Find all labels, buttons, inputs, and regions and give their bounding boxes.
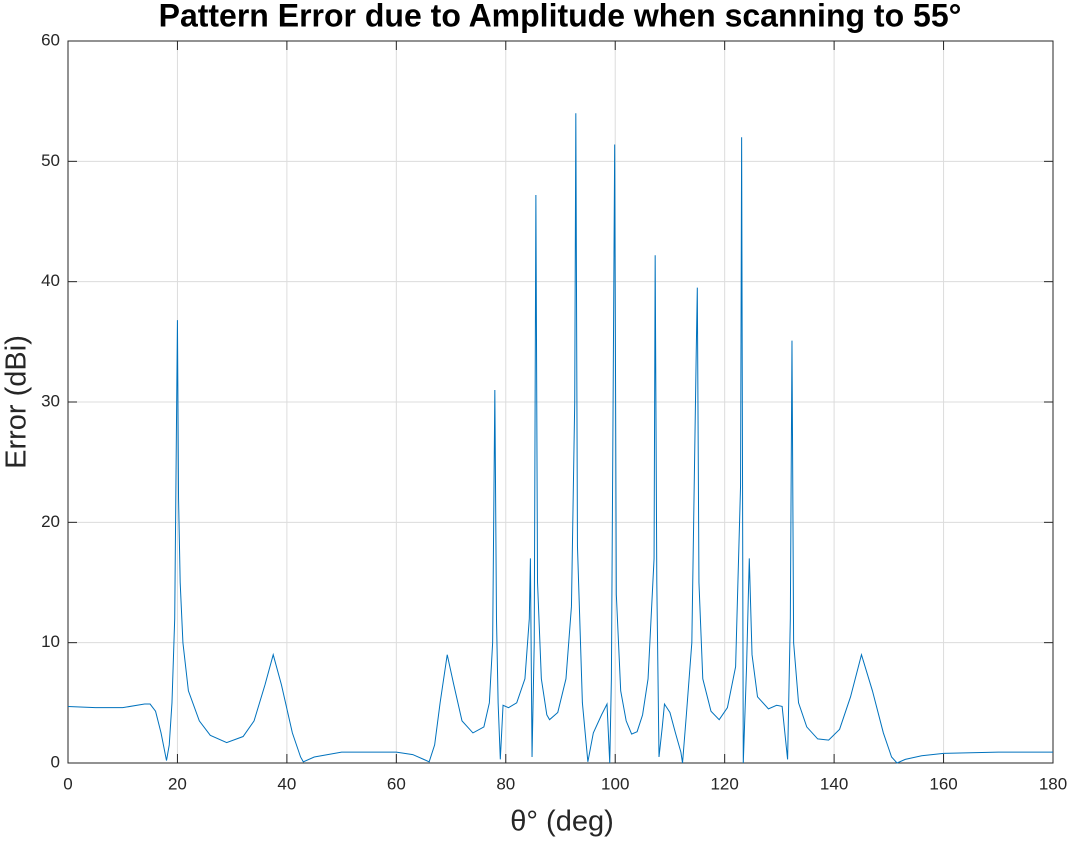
x-tick-label: 40	[277, 774, 296, 793]
y-tick-label: 40	[41, 271, 60, 290]
x-tick-label: 120	[710, 774, 738, 793]
y-axis-label: Error (dBi)	[1, 335, 33, 469]
y-tick-label: 50	[41, 151, 60, 170]
y-tick-label: 60	[41, 30, 60, 49]
y-tick-label: 10	[41, 632, 60, 651]
plot-area: 0 20 40 60 80 100 120 140 160 180 0 10 20 30 40 50 60	[41, 30, 1067, 793]
x-tick-label: 140	[820, 774, 848, 793]
x-axis-label: θ° (deg)	[510, 806, 613, 838]
x-tick-label: 160	[929, 774, 957, 793]
y-tick-label: 20	[41, 512, 60, 531]
x-tick-label: 180	[1039, 774, 1067, 793]
axes-box	[67, 40, 1054, 764]
chart-title: Pattern Error due to Amplitude when scan…	[159, 0, 962, 33]
x-tick-label: 100	[601, 774, 629, 793]
data-line	[67, 113, 1053, 764]
x-tick-label: 20	[168, 774, 187, 793]
x-tick-label: 0	[63, 774, 72, 793]
y-tick-label: 30	[41, 391, 60, 410]
x-tick-label: 80	[496, 774, 515, 793]
y-tick-label: 0	[51, 752, 60, 771]
x-tick-label: 60	[387, 774, 406, 793]
